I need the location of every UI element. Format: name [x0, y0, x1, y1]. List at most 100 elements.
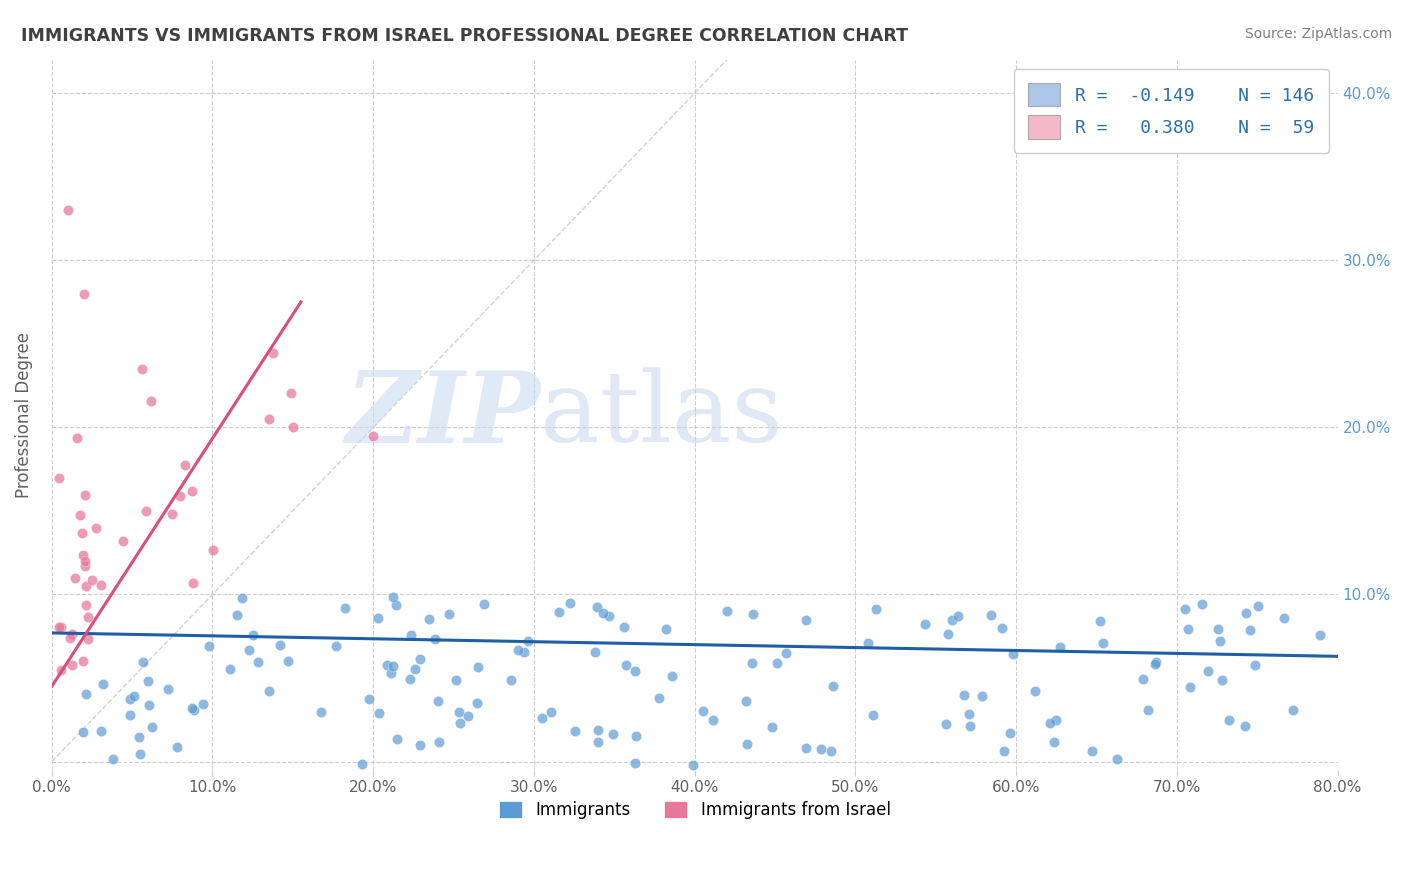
Point — [257, 684, 280, 698]
Point — [128, 731, 150, 745]
Point — [191, 697, 214, 711]
Point — [953, 688, 976, 702]
Point — [1088, 614, 1111, 628]
Point — [449, 706, 471, 720]
Point — [225, 607, 247, 622]
Point — [472, 597, 495, 611]
Point — [131, 656, 153, 670]
Point — [1191, 597, 1213, 611]
Point — [219, 662, 242, 676]
Point — [56, 202, 79, 217]
Point — [936, 627, 959, 641]
Point — [60, 627, 83, 641]
Point — [357, 691, 380, 706]
Point — [946, 609, 969, 624]
Point — [160, 508, 183, 522]
Point — [957, 707, 980, 722]
Point — [166, 740, 188, 755]
Point — [169, 490, 191, 504]
Point — [118, 708, 141, 723]
Point — [409, 652, 432, 666]
Point — [69, 508, 91, 522]
Point — [1244, 658, 1267, 673]
Point — [1144, 655, 1167, 669]
Point — [1281, 703, 1303, 717]
Point — [156, 682, 179, 697]
Point — [173, 458, 195, 472]
Point — [333, 601, 356, 615]
Point — [1206, 622, 1229, 636]
Point — [437, 607, 460, 621]
Point — [1092, 636, 1115, 650]
Point — [70, 526, 93, 541]
Point — [201, 543, 224, 558]
Text: IMMIGRANTS VS IMMIGRANTS FROM ISRAEL PROFESSIONAL DEGREE CORRELATION CHART: IMMIGRANTS VS IMMIGRANTS FROM ISRAEL PRO… — [21, 27, 908, 45]
Point — [508, 643, 530, 657]
Point — [112, 534, 135, 549]
Point — [404, 662, 426, 676]
Y-axis label: Professional Degree: Professional Degree — [15, 332, 32, 498]
Point — [457, 709, 479, 723]
Point — [72, 725, 94, 739]
Point — [238, 643, 260, 657]
Point — [1132, 672, 1154, 686]
Point — [72, 654, 94, 668]
Point — [941, 613, 963, 627]
Point — [794, 740, 817, 755]
Point — [75, 558, 97, 573]
Point — [311, 706, 333, 720]
Point — [1080, 744, 1102, 758]
Point — [375, 658, 398, 673]
Point — [993, 744, 1015, 758]
Point — [1105, 752, 1128, 766]
Point — [48, 470, 70, 484]
Point — [858, 636, 880, 650]
Point — [702, 714, 724, 728]
Point — [90, 723, 112, 738]
Point — [180, 484, 202, 499]
Point — [991, 621, 1014, 635]
Legend: Immigrants, Immigrants from Israel: Immigrants, Immigrants from Israel — [492, 794, 897, 826]
Point — [716, 604, 738, 618]
Point — [73, 286, 96, 301]
Point — [76, 632, 98, 647]
Point — [980, 607, 1002, 622]
Point — [810, 742, 832, 756]
Point — [467, 660, 489, 674]
Point — [1233, 719, 1256, 733]
Point — [73, 488, 96, 502]
Point — [914, 617, 936, 632]
Point — [135, 504, 157, 518]
Point — [387, 732, 409, 747]
Point — [1001, 647, 1024, 661]
Point — [655, 623, 678, 637]
Point — [692, 704, 714, 718]
Point — [183, 703, 205, 717]
Point — [280, 386, 302, 401]
Point — [775, 647, 797, 661]
Point — [231, 591, 253, 605]
Point — [49, 663, 72, 677]
Point — [77, 610, 100, 624]
Point — [141, 720, 163, 734]
Point — [139, 393, 162, 408]
Point — [1049, 640, 1071, 655]
Point — [465, 696, 488, 710]
Point — [1043, 735, 1066, 749]
Point — [959, 719, 981, 733]
Point — [1234, 607, 1257, 621]
Point — [281, 420, 304, 434]
Point — [65, 571, 87, 585]
Point — [820, 744, 842, 758]
Point — [181, 576, 204, 591]
Point — [1218, 713, 1240, 727]
Point — [1178, 680, 1201, 694]
Point — [1143, 657, 1166, 672]
Point — [242, 627, 264, 641]
Point — [1024, 683, 1046, 698]
Point — [399, 627, 422, 641]
Point — [128, 747, 150, 761]
Point — [361, 428, 384, 442]
Point — [409, 738, 432, 752]
Point — [624, 664, 647, 678]
